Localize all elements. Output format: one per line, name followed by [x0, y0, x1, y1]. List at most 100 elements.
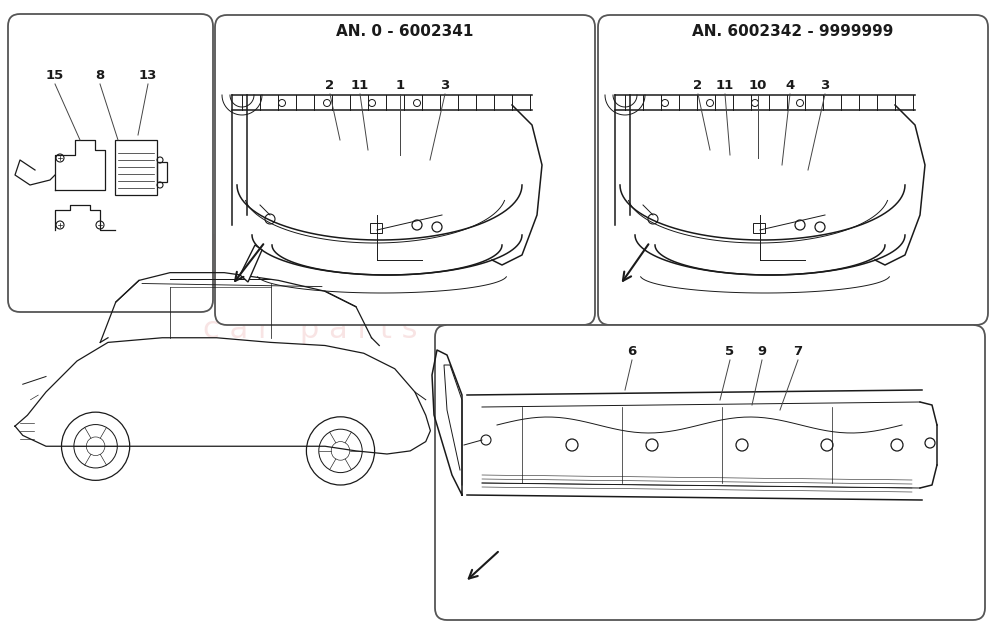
Bar	[758, 300, 774, 316]
Bar	[758, 364, 774, 380]
Text: AN. 0 - 6002341: AN. 0 - 6002341	[336, 25, 474, 40]
Text: 11: 11	[351, 79, 369, 92]
Bar	[694, 332, 710, 348]
Bar	[662, 236, 678, 252]
Bar	[630, 268, 646, 284]
Text: 8: 8	[95, 69, 105, 82]
Bar	[742, 220, 758, 236]
Text: 10: 10	[749, 79, 767, 92]
Bar	[726, 236, 742, 252]
Bar	[742, 284, 758, 300]
Bar	[646, 220, 662, 236]
Bar	[774, 284, 790, 300]
Bar	[678, 316, 694, 332]
Bar	[678, 252, 694, 268]
Bar	[157, 162, 167, 182]
Polygon shape	[240, 245, 262, 282]
Text: 3: 3	[440, 79, 450, 92]
Bar	[790, 204, 806, 220]
Bar	[370, 223, 382, 233]
Text: 15: 15	[46, 69, 64, 82]
Bar	[710, 316, 726, 332]
Bar	[662, 300, 678, 316]
Bar	[630, 332, 646, 348]
Bar	[774, 348, 790, 364]
Text: 2: 2	[693, 79, 703, 92]
Bar	[115, 140, 157, 195]
Bar	[694, 236, 710, 252]
Bar	[726, 332, 742, 348]
Bar	[662, 268, 678, 284]
Bar	[726, 268, 742, 284]
Bar	[662, 332, 678, 348]
Bar	[726, 204, 742, 220]
Bar	[806, 348, 822, 364]
Text: 13: 13	[139, 69, 157, 82]
Bar	[678, 284, 694, 300]
Bar	[726, 300, 742, 316]
FancyBboxPatch shape	[598, 15, 988, 325]
Bar	[790, 364, 806, 380]
Bar	[774, 316, 790, 332]
Bar	[758, 332, 774, 348]
Text: 3: 3	[820, 79, 830, 92]
Bar	[678, 188, 694, 204]
Text: AN. 6002342 - 9999999: AN. 6002342 - 9999999	[692, 25, 894, 40]
Text: 5: 5	[725, 345, 735, 358]
Bar	[646, 252, 662, 268]
Text: 2: 2	[325, 79, 335, 92]
Bar	[806, 220, 822, 236]
Bar	[806, 284, 822, 300]
Text: 1: 1	[395, 79, 405, 92]
Bar	[758, 236, 774, 252]
Bar	[774, 252, 790, 268]
Bar	[710, 220, 726, 236]
Bar	[790, 332, 806, 348]
Bar	[710, 348, 726, 364]
Bar	[646, 284, 662, 300]
Bar	[742, 188, 758, 204]
Bar	[694, 364, 710, 380]
Bar	[646, 188, 662, 204]
Text: scuderia: scuderia	[83, 214, 537, 306]
Bar	[758, 268, 774, 284]
Bar	[694, 204, 710, 220]
Text: 7: 7	[793, 345, 803, 358]
Text: 11: 11	[716, 79, 734, 92]
Bar	[774, 188, 790, 204]
Text: 6: 6	[627, 345, 637, 358]
Bar	[694, 300, 710, 316]
Text: 9: 9	[757, 345, 767, 358]
Bar	[790, 236, 806, 252]
FancyBboxPatch shape	[435, 325, 985, 620]
Bar	[710, 284, 726, 300]
Text: 4: 4	[785, 79, 795, 92]
Bar	[742, 252, 758, 268]
Bar	[678, 220, 694, 236]
Bar	[662, 204, 678, 220]
Bar	[630, 364, 646, 380]
Bar	[806, 316, 822, 332]
Bar	[790, 268, 806, 284]
Bar	[758, 204, 774, 220]
Bar	[742, 316, 758, 332]
Text: c a r   p a r t s: c a r p a r t s	[203, 316, 417, 345]
Bar	[742, 348, 758, 364]
Bar	[774, 220, 790, 236]
Bar	[806, 252, 822, 268]
Bar	[662, 364, 678, 380]
FancyBboxPatch shape	[215, 15, 595, 325]
Bar	[678, 348, 694, 364]
Bar	[646, 348, 662, 364]
Bar	[630, 204, 646, 220]
Bar	[694, 268, 710, 284]
Bar	[710, 252, 726, 268]
Bar	[806, 188, 822, 204]
Bar	[710, 188, 726, 204]
Bar	[630, 236, 646, 252]
Bar	[646, 316, 662, 332]
Bar	[630, 300, 646, 316]
Bar	[753, 223, 765, 233]
Bar	[790, 300, 806, 316]
Bar	[726, 364, 742, 380]
